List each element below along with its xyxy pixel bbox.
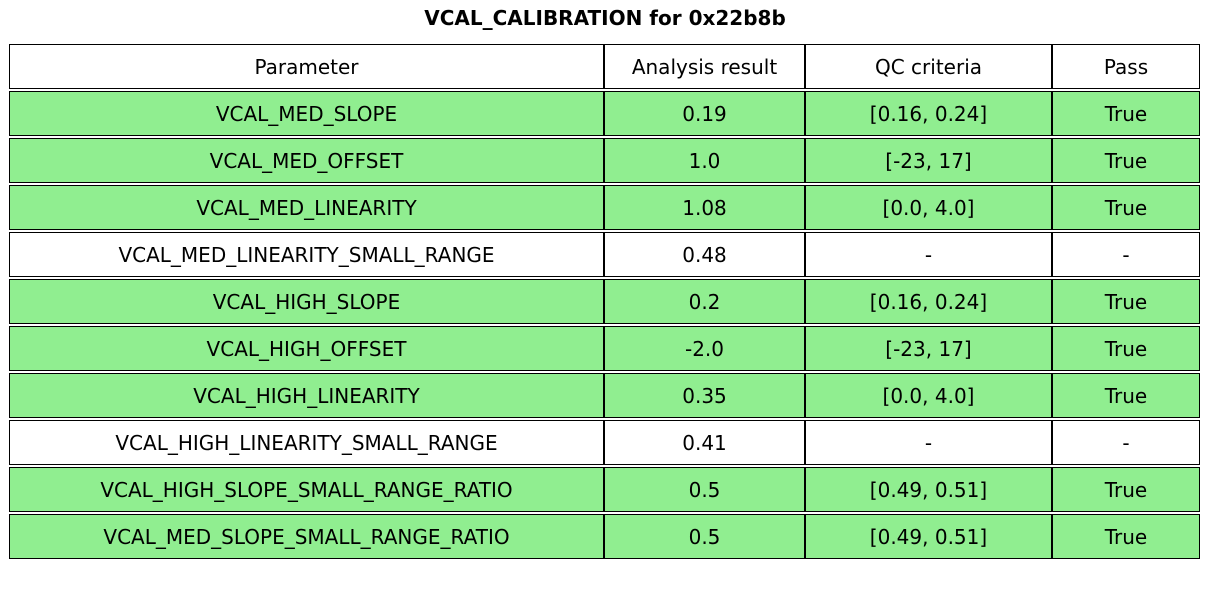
table-body: Parameter Analysis result QC criteria Pa… — [9, 44, 1200, 559]
analysis-result-cell: 0.2 — [604, 279, 805, 324]
table-row: VCAL_HIGH_LINEARITY 0.35 [0.0, 4.0] True — [9, 373, 1200, 418]
qc-criteria-cell: [0.16, 0.24] — [805, 279, 1052, 324]
qc-criteria-cell: [0.49, 0.51] — [805, 514, 1052, 559]
analysis-result-cell: 0.35 — [604, 373, 805, 418]
qc-criteria-cell: [-23, 17] — [805, 138, 1052, 183]
table-row: VCAL_HIGH_SLOPE 0.2 [0.16, 0.24] True — [9, 279, 1200, 324]
parameter-cell: VCAL_HIGH_OFFSET — [9, 326, 604, 371]
qc-criteria-cell: - — [805, 232, 1052, 277]
pass-cell: True — [1052, 185, 1200, 230]
table-row: VCAL_HIGH_OFFSET -2.0 [-23, 17] True — [9, 326, 1200, 371]
parameter-cell: VCAL_HIGH_LINEARITY_SMALL_RANGE — [9, 420, 604, 465]
parameter-cell: VCAL_MED_LINEARITY_SMALL_RANGE — [9, 232, 604, 277]
analysis-result-cell: 0.48 — [604, 232, 805, 277]
chart-title: VCAL_CALIBRATION for 0x22b8b — [424, 6, 786, 30]
pass-cell: True — [1052, 138, 1200, 183]
table-row: VCAL_MED_LINEARITY 1.08 [0.0, 4.0] True — [9, 185, 1200, 230]
analysis-result-cell: 1.0 — [604, 138, 805, 183]
table-row: VCAL_HIGH_LINEARITY_SMALL_RANGE 0.41- - — [9, 420, 1200, 465]
qc-criteria-cell: [0.0, 4.0] — [805, 185, 1052, 230]
qc-criteria-cell: [0.0, 4.0] — [805, 373, 1052, 418]
qc-criteria-cell: [0.16, 0.24] — [805, 91, 1052, 136]
table-row: VCAL_MED_LINEARITY_SMALL_RANGE 0.48- - — [9, 232, 1200, 277]
analysis-result-cell: 0.19 — [604, 91, 805, 136]
column-header-analysis-result: Analysis result — [604, 44, 805, 89]
pass-cell: True — [1052, 373, 1200, 418]
pass-cell: True — [1052, 279, 1200, 324]
parameter-cell: VCAL_HIGH_SLOPE — [9, 279, 604, 324]
table-row: VCAL_MED_OFFSET 1.0 [-23, 17] True — [9, 138, 1200, 183]
analysis-result-cell: 0.5 — [604, 514, 805, 559]
column-header-qc-criteria: QC criteria — [805, 44, 1052, 89]
pass-cell: True — [1052, 467, 1200, 512]
table-row: VCAL_MED_SLOPE 0.19 [0.16, 0.24] True — [9, 91, 1200, 136]
parameter-cell: VCAL_MED_SLOPE — [9, 91, 604, 136]
pass-cell: True — [1052, 91, 1200, 136]
qc-criteria-cell: [-23, 17] — [805, 326, 1052, 371]
qc-criteria-cell: - — [805, 420, 1052, 465]
parameter-cell: VCAL_MED_OFFSET — [9, 138, 604, 183]
column-header-parameter: Parameter — [9, 44, 604, 89]
parameter-cell: VCAL_HIGH_LINEARITY — [9, 373, 604, 418]
analysis-result-cell: 0.5 — [604, 467, 805, 512]
column-header-pass: Pass — [1052, 44, 1200, 89]
qc-criteria-cell: [0.49, 0.51] — [805, 467, 1052, 512]
table-row: VCAL_HIGH_SLOPE_SMALL_RANGE_RATIO 0.5 [0.4… — [9, 467, 1200, 512]
pass-cell: True — [1052, 326, 1200, 371]
parameter-cell: VCAL_MED_SLOPE_SMALL_RANGE_RATIO — [9, 514, 604, 559]
parameter-cell: VCAL_MED_LINEARITY — [9, 185, 604, 230]
analysis-result-cell: 0.41 — [604, 420, 805, 465]
pass-cell: True — [1052, 514, 1200, 559]
qc-results-table: Parameter Analysis result QC criteria Pa… — [9, 42, 1200, 561]
pass-cell: - — [1052, 232, 1200, 277]
table-row: VCAL_MED_SLOPE_SMALL_RANGE_RATIO 0.5 [0.49… — [9, 514, 1200, 559]
parameter-cell: VCAL_HIGH_SLOPE_SMALL_RANGE_RATIO — [9, 467, 604, 512]
table-header-row: Parameter Analysis result QC criteria Pa… — [9, 44, 1200, 89]
pass-cell: - — [1052, 420, 1200, 465]
analysis-result-cell: 1.08 — [604, 185, 805, 230]
analysis-result-cell: -2.0 — [604, 326, 805, 371]
